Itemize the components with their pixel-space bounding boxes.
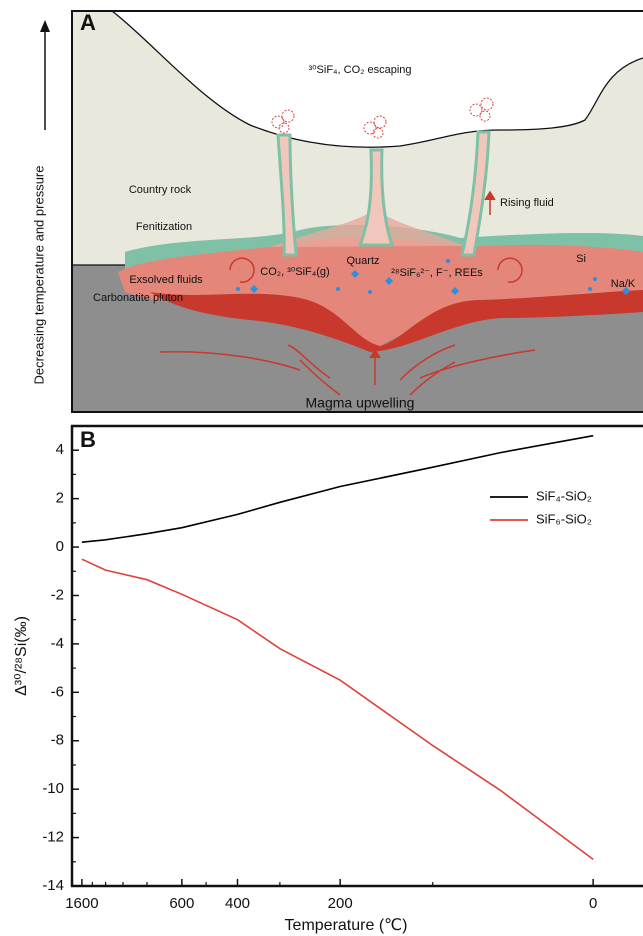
label: Si [576, 253, 586, 265]
label: Quartz [346, 255, 379, 267]
panel-a: A ³⁰SiF₄, CO₂ escaping Country rock Feni… [72, 10, 643, 412]
page: {"diagram": { "panel_label": "A", "side_… [0, 0, 643, 936]
panel-label: B [80, 427, 96, 452]
x-tick-label: 200 [328, 895, 353, 912]
series-line [82, 559, 593, 859]
x-tick-label: 0 [589, 895, 597, 912]
y-axis-label: Δ³⁰/²⁸Si(‰) [13, 616, 30, 696]
legend-label: SiF₆-SiO₂ [536, 511, 592, 526]
y-tick-label: 2 [56, 490, 64, 507]
series-line [82, 436, 593, 543]
y-tick-label: 4 [56, 441, 64, 458]
label: Fenitization [136, 221, 192, 233]
panel-label: A [80, 10, 96, 35]
panel-b: B -14 -12 -10 -8 -6 -4 -2 0 2 4 1600 600 400 200 0 Tempe… [13, 426, 643, 934]
label: Rising fluid [500, 197, 554, 209]
label: Exsolved fluids [129, 274, 203, 286]
y-tick-label: -2 [51, 586, 64, 603]
x-axis-label: Temperature (℃) [285, 917, 408, 934]
legend-label: SiF₄-SiO₂ [536, 488, 592, 503]
label: Na/K [611, 278, 636, 290]
label: ²⁸SiF₆²⁻, F⁻, REEs [391, 267, 483, 279]
side-label: Decreasing temperature and pressure [31, 166, 46, 385]
x-tick-label: 1600 [65, 895, 98, 912]
y-tick-label: -14 [42, 877, 64, 894]
y-tick-label: -6 [51, 683, 64, 700]
label: Magma upwelling [306, 395, 415, 411]
label: Carbonatite pluton [93, 292, 183, 304]
y-tick-label: -8 [51, 732, 64, 749]
x-tick-label: 600 [169, 895, 194, 912]
y-tick-label: 0 [56, 538, 64, 555]
figure: A ³⁰SiF₄, CO₂ escaping Country rock Feni… [0, 0, 643, 936]
y-tick-label: -12 [42, 829, 64, 846]
side-arrow-head [40, 20, 50, 32]
label: ³⁰SiF₄, CO₂ escaping [308, 64, 411, 76]
label: CO₂, ³⁰SiF₄(g) [260, 266, 329, 278]
label: Country rock [129, 184, 192, 196]
y-tick-label: -4 [51, 635, 64, 652]
x-tick-label: 400 [225, 895, 250, 912]
y-tick-label: -10 [42, 780, 64, 797]
